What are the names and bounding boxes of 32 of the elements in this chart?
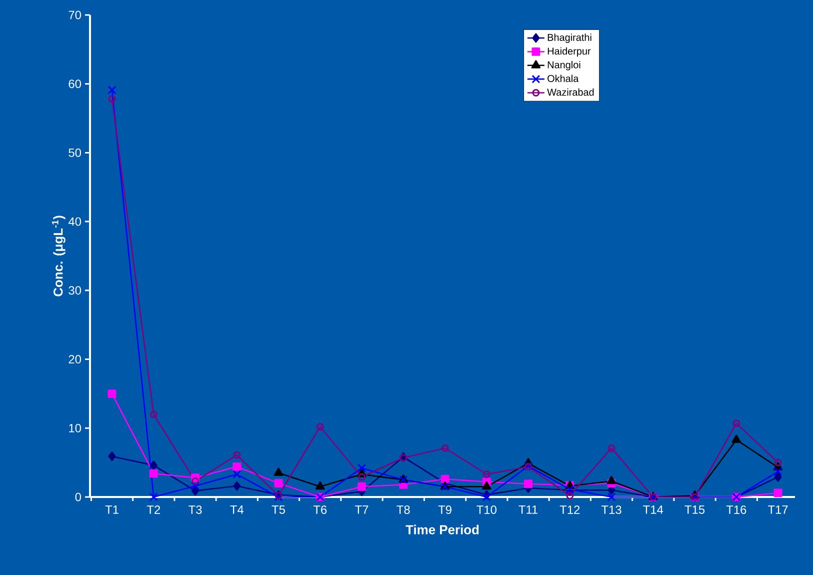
x-tick-label: T5 <box>272 506 285 514</box>
legend-label: Bhagirathi <box>548 34 592 43</box>
x-tick-label: T10 <box>476 506 496 514</box>
legend-label: Wazirabad <box>547 88 594 96</box>
x-tick-label: T6 <box>313 506 327 514</box>
y-tick-label: 10 <box>69 424 82 432</box>
y-tick-label: 40 <box>68 217 82 226</box>
legend-label: Okhala <box>548 74 579 82</box>
x-tick-label: T15 <box>684 506 705 514</box>
x-tick-label: T17 <box>768 506 788 514</box>
y-tick-label: 60 <box>68 80 82 88</box>
x-tick-label: T14 <box>643 506 664 514</box>
x-tick-label: T2 <box>146 506 160 514</box>
x-tick-label: T9 <box>438 506 452 514</box>
x-tick-label: T1 <box>105 506 118 514</box>
y-tick-label: 70 <box>68 10 82 20</box>
x-tick-label: T12 <box>560 506 580 514</box>
x-tick-label: T13 <box>601 506 622 514</box>
x-tick-label: T7 <box>355 506 368 514</box>
x-tick-label: T16 <box>726 506 746 514</box>
y-tick-label: 20 <box>68 355 82 364</box>
y-tick-label: 50 <box>68 148 82 157</box>
legend-label: Nangloi <box>548 61 580 70</box>
x-tick-label: T3 <box>188 506 202 514</box>
x-tick-label: T11 <box>518 506 538 514</box>
y-axis-title: Conc. (μgL$^{-1}$) <box>52 216 66 296</box>
x-tick-label: T8 <box>396 506 410 514</box>
x-axis-title: Time Period <box>406 524 479 534</box>
y-tick-label: 30 <box>68 286 82 295</box>
legend-label: Haiderpur <box>548 47 591 57</box>
y-tick-label: 0 <box>75 492 82 502</box>
x-tick-label: T4 <box>230 506 244 514</box>
